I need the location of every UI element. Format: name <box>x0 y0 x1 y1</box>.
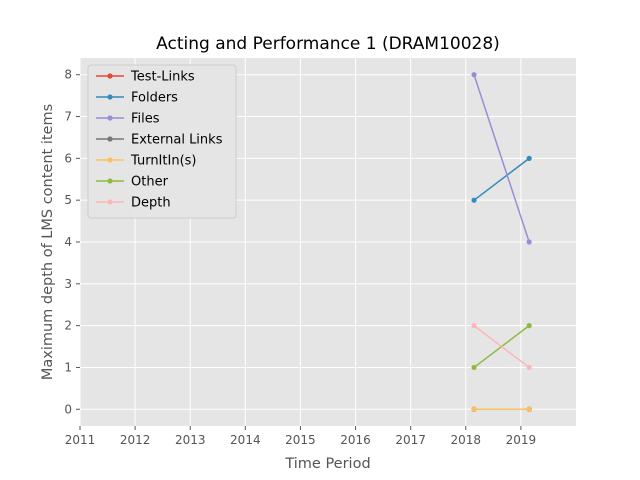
x-tick-label: 2015 <box>285 433 316 447</box>
x-tick-label: 2017 <box>395 433 426 447</box>
data-point-turnitin-s <box>471 406 477 412</box>
y-tick-label: 5 <box>64 193 72 207</box>
legend: Test-Links Folders Files External Links Turn… <box>87 64 237 219</box>
series-line-folders <box>473 157 530 201</box>
legend-item-depth: Depth <box>96 196 171 211</box>
legend-item-folders: Folders <box>96 91 178 106</box>
legend-label: Folders <box>131 91 178 106</box>
data-point-files <box>471 72 477 78</box>
y-tick-label: 1 <box>64 360 72 374</box>
series-folders <box>471 155 532 203</box>
legend-label: Files <box>131 112 160 127</box>
y-tick-label: 0 <box>64 402 72 416</box>
data-point-turnitin-s <box>526 406 532 412</box>
data-point-depth <box>526 364 532 371</box>
y-tick-label: 6 <box>64 151 72 165</box>
series-line-depth <box>473 325 530 369</box>
legend-marker <box>107 73 113 79</box>
y-tick-label: 7 <box>64 110 72 124</box>
x-tick-label: 2013 <box>175 433 206 447</box>
x-axis-ticks: 2011 2012 2013 2014 2015 2016 2017 2018 2019 <box>65 426 536 447</box>
legend-marker <box>107 178 113 184</box>
y-tick-label: 2 <box>64 319 72 333</box>
legend-label: External Links <box>131 133 223 148</box>
y-tick-label: 4 <box>64 235 72 249</box>
data-point-files <box>526 239 532 245</box>
data-point-other <box>526 323 532 329</box>
legend-label: Test-Links <box>130 70 195 85</box>
x-tick-label: 2014 <box>230 433 261 447</box>
y-tick-label: 3 <box>64 277 72 291</box>
data-point-other <box>471 364 477 371</box>
x-tick-label: 2016 <box>340 433 371 447</box>
y-axis-ticks: 0 1 2 3 4 5 6 7 8 <box>64 68 80 416</box>
legend-marker <box>107 115 113 121</box>
legend-item-test-links: Test-Links <box>96 70 195 85</box>
legend-marker <box>107 94 113 100</box>
legend-item-turnitin-s: TurnItIn(s) <box>96 154 196 169</box>
legend-marker <box>107 157 113 163</box>
y-axis-label: Maximum depth of LMS content items <box>40 104 56 380</box>
legend-marker <box>107 199 113 205</box>
legend-label: Other <box>131 175 169 190</box>
legend-label: TurnItIn(s) <box>130 154 196 169</box>
x-axis-label: Time Period <box>284 456 370 472</box>
series-depth <box>471 323 532 371</box>
legend-item-external-links: External Links <box>96 133 223 148</box>
series-files <box>471 72 532 245</box>
legend-marker <box>107 136 113 142</box>
x-tick-label: 2019 <box>506 433 537 447</box>
x-tick-label: 2018 <box>451 433 482 447</box>
legend-box <box>87 64 237 219</box>
x-tick-label: 2011 <box>65 433 96 447</box>
x-tick-label: 2012 <box>120 433 151 447</box>
data-point-folders <box>526 155 532 161</box>
series-line-files <box>473 74 530 243</box>
data-point-depth <box>471 323 477 329</box>
y-tick-label: 8 <box>64 68 72 82</box>
series-layer <box>471 72 532 412</box>
legend-label: Depth <box>131 196 171 211</box>
chart-title: Acting and Performance 1 (DRAM10028) <box>156 34 500 54</box>
series-turnitin-s <box>471 406 532 412</box>
legend-item-files: Files <box>96 112 160 127</box>
legend-item-other: Other <box>96 175 169 190</box>
data-point-folders <box>471 197 477 203</box>
